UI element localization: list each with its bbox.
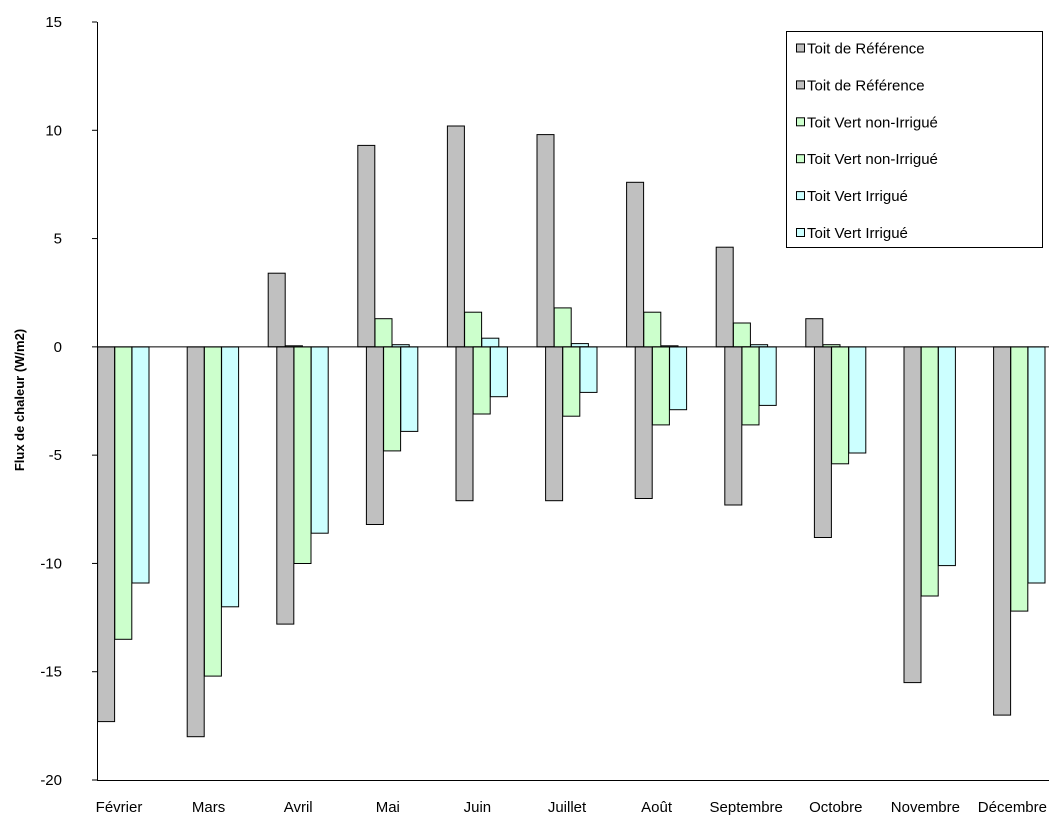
x-tick-label: Mars	[192, 799, 225, 816]
bar-series-4-category-10	[920, 346, 939, 597]
bar-series-2-category-4	[365, 346, 384, 525]
bar-series-2-category-1	[97, 346, 116, 723]
legend-label: Toit Vert non-Irrigué	[807, 114, 938, 131]
legend-label: Toit Vert non-Irrigué	[807, 151, 938, 168]
legend: Toit de Référence Toit de Référence Toit V…	[786, 31, 1043, 248]
legend-swatch	[796, 43, 805, 53]
x-tick-label: Octobre	[809, 799, 862, 816]
bar-series-4-category-7	[651, 346, 670, 426]
bar-series-2-category-8	[724, 346, 743, 506]
bar-series-4-category-6	[562, 346, 581, 417]
y-tick-label: -20	[40, 772, 62, 789]
x-tick-label: Août	[641, 799, 673, 816]
legend-label: Toit Vert Irrigué	[807, 188, 908, 205]
bar-series-1-category-6	[536, 134, 555, 348]
legend-label: Toit de Référence	[807, 77, 925, 94]
legend-item: Toit Vert Irrigué	[796, 225, 908, 242]
bar-series-2-category-7	[634, 346, 653, 499]
bar-series-6-category-2	[221, 346, 240, 608]
bar-series-2-category-6	[545, 346, 564, 502]
y-tick-label: 0	[54, 339, 62, 356]
bar-series-1-category-8	[715, 246, 734, 348]
bar-series-3-category-6	[553, 307, 572, 348]
bar-series-1-category-9	[805, 318, 824, 348]
legend-item: Toit Vert non-Irrigué	[796, 151, 938, 168]
x-tick-label: Décembre	[978, 799, 1047, 816]
legend-swatch	[796, 228, 805, 237]
legend-item: Toit de Référence	[796, 41, 925, 58]
y-tick-label: 10	[45, 122, 62, 139]
legend-label: Toit Vert Irrigué	[807, 225, 908, 242]
x-tick-label: Avril	[284, 799, 313, 816]
bar-series-3-category-4	[374, 318, 393, 348]
bar-series-6-category-7	[669, 346, 688, 411]
x-tick-label: Mai	[376, 799, 400, 816]
legend-item: Toit de Référence	[796, 77, 925, 94]
bar-series-4-category-3	[293, 346, 312, 564]
legend-item: Toit Vert non-Irrigué	[796, 114, 938, 131]
x-tick-label: Février	[96, 799, 143, 816]
axes	[92, 21, 1049, 781]
axis-tick-labels: 15 10 5 0 -5 -10 -15 -20 Février Mars Avril Mai Juin…	[40, 14, 1047, 816]
bar-series-4-category-5	[472, 346, 491, 415]
legend-swatch	[796, 191, 805, 201]
y-axis-title: Flux de chaleur (W/m2)	[12, 329, 27, 471]
bar-series-4-category-11	[1010, 346, 1029, 612]
bar-series-3-category-8	[732, 322, 751, 348]
bar-series-6-category-6	[579, 346, 598, 393]
x-tick-label: Novembre	[891, 799, 960, 816]
bar-series-6-category-5	[489, 346, 508, 398]
bar-series-4-category-4	[383, 346, 402, 452]
bar-series-1-category-5	[446, 125, 465, 348]
bar-series-1-category-7	[626, 181, 645, 348]
bar-series-6-category-3	[310, 346, 329, 534]
bar-series-4-category-2	[203, 346, 222, 677]
bar-series-6-category-4	[400, 346, 419, 432]
bars	[97, 125, 1046, 738]
bar-series-1-category-4	[357, 144, 376, 348]
bar-series-5-category-6	[570, 343, 589, 348]
legend-swatch	[796, 154, 805, 164]
y-tick-label: -5	[49, 447, 62, 464]
x-tick-label: Juin	[464, 799, 492, 816]
bar-series-2-category-9	[813, 346, 832, 538]
legend-box	[786, 31, 1043, 248]
bar-series-2-category-11	[993, 346, 1012, 716]
legend-swatch	[796, 117, 805, 127]
bar-series-3-category-7	[643, 311, 662, 348]
bar-series-4-category-9	[831, 346, 850, 465]
bar-series-2-category-3	[276, 346, 295, 625]
bar-series-6-category-9	[848, 346, 867, 454]
x-tick-label: Septembre	[710, 799, 783, 816]
bar-series-1-category-3	[267, 272, 286, 348]
bar-series-6-category-11	[1027, 346, 1046, 584]
bar-series-6-category-8	[758, 346, 777, 406]
bar-series-6-category-10	[937, 346, 956, 567]
bar-series-2-category-2	[186, 346, 205, 738]
y-tick-label: 5	[54, 231, 62, 248]
bar-series-4-category-1	[114, 346, 133, 640]
legend-swatch	[796, 80, 805, 90]
x-tick-label: Juillet	[548, 799, 587, 816]
bar-series-5-category-5	[481, 337, 500, 348]
y-tick-label: 15	[45, 14, 62, 31]
y-tick-label: -10	[40, 555, 62, 572]
bar-series-3-category-5	[464, 311, 483, 348]
bar-series-2-category-5	[455, 346, 474, 502]
y-tick-label: -15	[40, 664, 62, 681]
legend-label: Toit de Référence	[807, 41, 925, 58]
legend-item: Toit Vert Irrigué	[796, 188, 908, 205]
bar-series-4-category-8	[741, 346, 760, 426]
bar-series-6-category-1	[131, 346, 150, 584]
bar-series-2-category-10	[903, 346, 922, 684]
